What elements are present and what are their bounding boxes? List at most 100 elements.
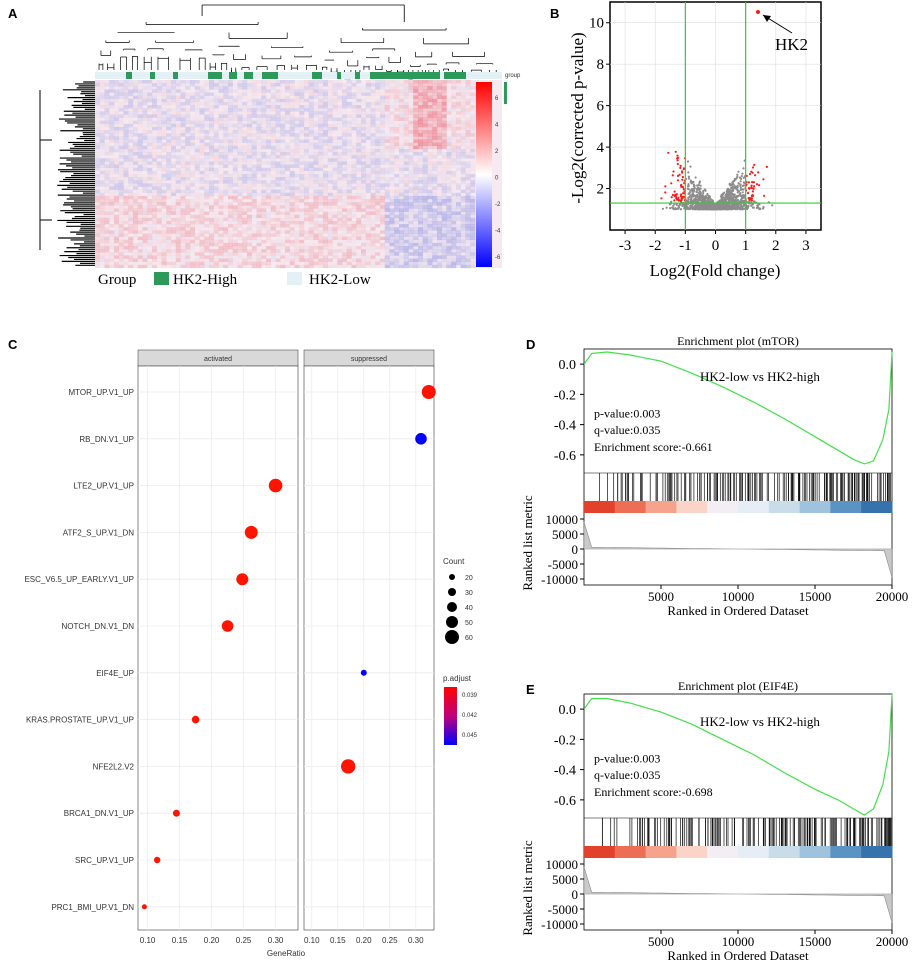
heatmap-cell: [328, 155, 333, 158]
heatmap-cell: [385, 187, 390, 190]
heatmap-cell: [333, 246, 338, 249]
heatmap-cell: [432, 136, 437, 139]
heatmap-cell: [466, 177, 471, 180]
heatmap-cell: [380, 143, 385, 146]
heatmap-cell: [109, 230, 114, 233]
heatmap-cell: [314, 180, 319, 183]
heatmap-cell: [176, 83, 181, 86]
heatmap-cell: [466, 111, 471, 114]
heatmap-cell: [162, 252, 167, 255]
heatmap-cell: [166, 130, 171, 133]
heatmap-cell: [257, 221, 262, 224]
heatmap-cell: [238, 187, 243, 190]
heatmap-cell: [418, 143, 423, 146]
heatmap-cell: [162, 171, 167, 174]
heatmap-cell: [247, 243, 252, 246]
heatmap-cell: [323, 249, 328, 252]
heatmap-cell: [119, 161, 124, 164]
heatmap-cell: [228, 174, 233, 177]
heatmap-cell: [328, 118, 333, 121]
heatmap-cell: [328, 140, 333, 143]
heatmap-cell: [266, 80, 271, 83]
heatmap-cell: [304, 255, 309, 258]
heatmap-cell: [185, 246, 190, 249]
heatmap-cell: [200, 146, 205, 149]
heatmap-cell: [114, 114, 119, 117]
heatmap-cell: [352, 143, 357, 146]
heatmap-cell: [271, 259, 276, 262]
heatmap-cell: [323, 133, 328, 136]
heatmap-cell: [399, 199, 404, 202]
heatmap-cell: [271, 83, 276, 86]
heatmap-cell: [285, 89, 290, 92]
heatmap-cell: [228, 227, 233, 230]
heatmap-cell: [385, 140, 390, 143]
heatmap-cell: [100, 99, 105, 102]
heatmap-cell: [119, 193, 124, 196]
heatmap-cell: [105, 99, 110, 102]
heatmap-cell: [276, 199, 281, 202]
heatmap-cell: [114, 118, 119, 121]
heatmap-cell: [299, 152, 304, 155]
heatmap-cell: [233, 158, 238, 161]
heatmap-cell: [204, 199, 209, 202]
heatmap-cell: [413, 124, 418, 127]
heatmap-cell: [152, 259, 157, 262]
heatmap-cell: [352, 196, 357, 199]
heatmap-cell: [152, 237, 157, 240]
heatmap-cell: [214, 208, 219, 211]
heatmap-cell: [157, 155, 162, 158]
heatmap-cell: [152, 240, 157, 243]
heatmap-cell: [366, 230, 371, 233]
heatmap-cell: [157, 199, 162, 202]
heatmap-cell: [371, 199, 376, 202]
heatmap-cell: [185, 227, 190, 230]
heatmap-cell: [219, 218, 224, 221]
heatmap-cell: [190, 177, 195, 180]
heatmap-cell: [95, 234, 100, 237]
heatmap-cell: [147, 136, 152, 139]
heatmap-cell: [176, 102, 181, 105]
heatmap-cell: [181, 149, 186, 152]
heatmap-cell: [409, 230, 414, 233]
heatmap-cell: [233, 234, 238, 237]
heatmap-cell: [124, 190, 129, 193]
heatmap-cell: [100, 136, 105, 139]
heatmap-cell: [361, 93, 366, 96]
heatmap-cell: [176, 86, 181, 89]
heatmap-cell: [423, 133, 428, 136]
heatmap-cell: [261, 86, 266, 89]
heatmap-cell: [138, 193, 143, 196]
heatmap-cell: [152, 124, 157, 127]
heatmap-cell: [119, 124, 124, 127]
heatmap-cell: [451, 227, 456, 230]
heatmap-cell: [171, 127, 176, 130]
heatmap-cell: [333, 234, 338, 237]
heatmap-cell: [261, 124, 266, 127]
heatmap-cell: [404, 196, 409, 199]
heatmap-cell: [109, 180, 114, 183]
heatmap-cell: [309, 230, 314, 233]
heatmap-cell: [280, 124, 285, 127]
heatmap-cell: [200, 183, 205, 186]
heatmap-cell: [361, 177, 366, 180]
heatmap-cell: [423, 208, 428, 211]
heatmap-cell: [409, 102, 414, 105]
heatmap-cell: [138, 96, 143, 99]
heatmap-cell: [366, 255, 371, 258]
heatmap-cell: [166, 140, 171, 143]
heatmap-cell: [271, 102, 276, 105]
heatmap-cell: [166, 96, 171, 99]
heatmap-cell: [418, 133, 423, 136]
heatmap-cell: [190, 114, 195, 117]
heatmap-cell: [371, 118, 376, 121]
heatmap-cell: [447, 215, 452, 218]
heatmap-cell: [190, 99, 195, 102]
heatmap-cell: [432, 140, 437, 143]
heatmap-cell: [261, 161, 266, 164]
heatmap-cell: [470, 86, 475, 89]
heatmap-cell: [447, 240, 452, 243]
heatmap-cell: [128, 155, 133, 158]
heatmap-cell: [347, 246, 352, 249]
heatmap-cell: [171, 146, 176, 149]
